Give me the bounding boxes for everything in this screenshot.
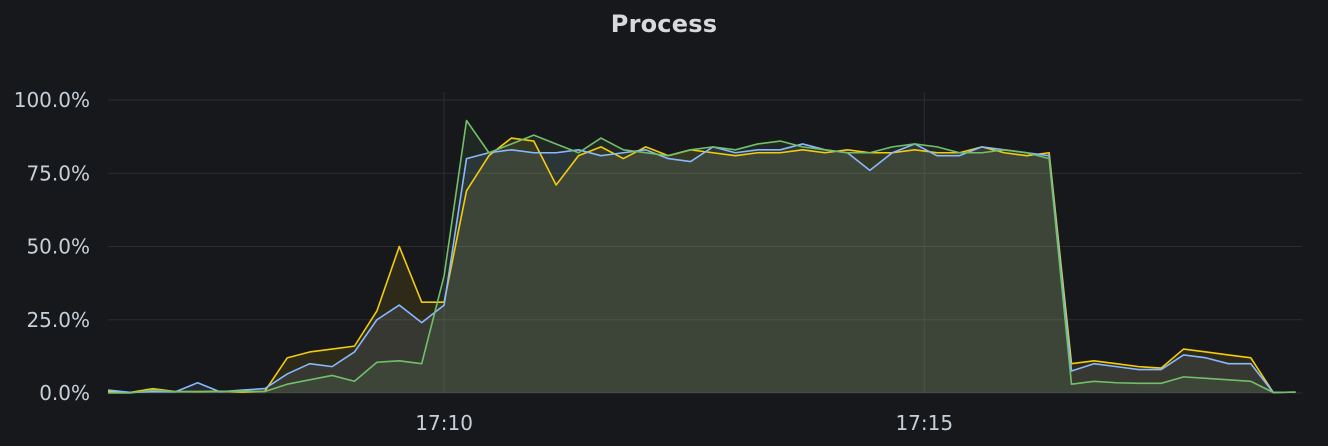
- series-areas: [108, 120, 1296, 393]
- y-tick-label: 0.0%: [39, 381, 90, 405]
- series-area-1: [108, 143, 1296, 393]
- series-line-0: [107, 137, 1296, 394]
- y-tick-label: 75.0%: [26, 161, 90, 185]
- axis-labels: 0.0% 25.0% 50.0% 75.0% 100.0% 17:10 17:15: [14, 88, 953, 435]
- x-tick-label: 17:10: [415, 411, 473, 435]
- series-line-1: [107, 143, 1296, 394]
- y-tick-label: 100.0%: [14, 88, 90, 112]
- series-area-2: [108, 120, 1296, 393]
- y-tick-label: 25.0%: [26, 308, 90, 332]
- series-area-0: [108, 138, 1296, 393]
- grid: [108, 92, 1302, 394]
- series-lines: [107, 119, 1296, 394]
- series-line-2: [108, 119, 1296, 394]
- y-tick-label: 50.0%: [26, 235, 90, 259]
- panel-title: Process: [610, 10, 718, 38]
- x-tick-label: 17:15: [895, 411, 953, 435]
